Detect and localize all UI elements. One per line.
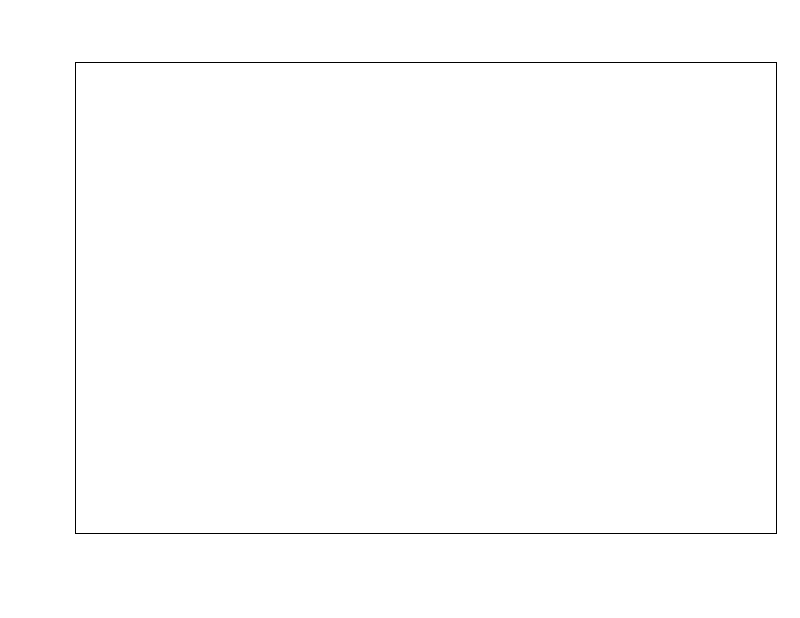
- plot-area: [75, 62, 777, 534]
- pna-forecast-chart: [0, 0, 800, 618]
